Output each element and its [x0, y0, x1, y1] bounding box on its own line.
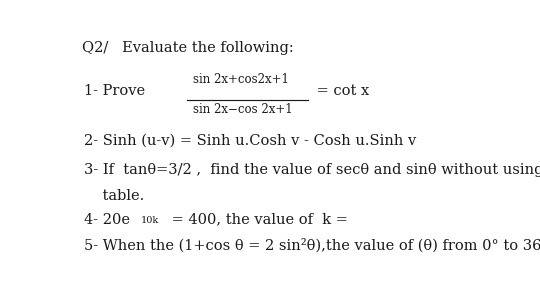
Text: Q2/   Evaluate the following:: Q2/ Evaluate the following:: [82, 41, 294, 55]
Text: 10k: 10k: [141, 216, 159, 225]
Text: 5- When the (1+cos θ = 2 sin²θ),the value of (θ) from 0° to 360°.: 5- When the (1+cos θ = 2 sin²θ),the valu…: [84, 238, 540, 253]
Text: sin 2x+cos2x+1: sin 2x+cos2x+1: [193, 73, 289, 86]
Text: = 400, the value of  k =: = 400, the value of k =: [167, 213, 348, 227]
Text: sin 2x−cos 2x+1: sin 2x−cos 2x+1: [193, 103, 293, 116]
Text: 1- Prove: 1- Prove: [84, 84, 150, 99]
Text: 3- If  tanθ=3/2 ,  find the value of secθ and sinθ without using: 3- If tanθ=3/2 , find the value of secθ …: [84, 163, 540, 177]
Text: 4- 20e: 4- 20e: [84, 213, 130, 227]
Text: table.: table.: [84, 189, 145, 203]
Text: = cot x: = cot x: [312, 84, 369, 99]
Text: 2- Sinh (u-v) = Sinh u.Cosh v - Cosh u.Sinh v: 2- Sinh (u-v) = Sinh u.Cosh v - Cosh u.S…: [84, 134, 416, 148]
